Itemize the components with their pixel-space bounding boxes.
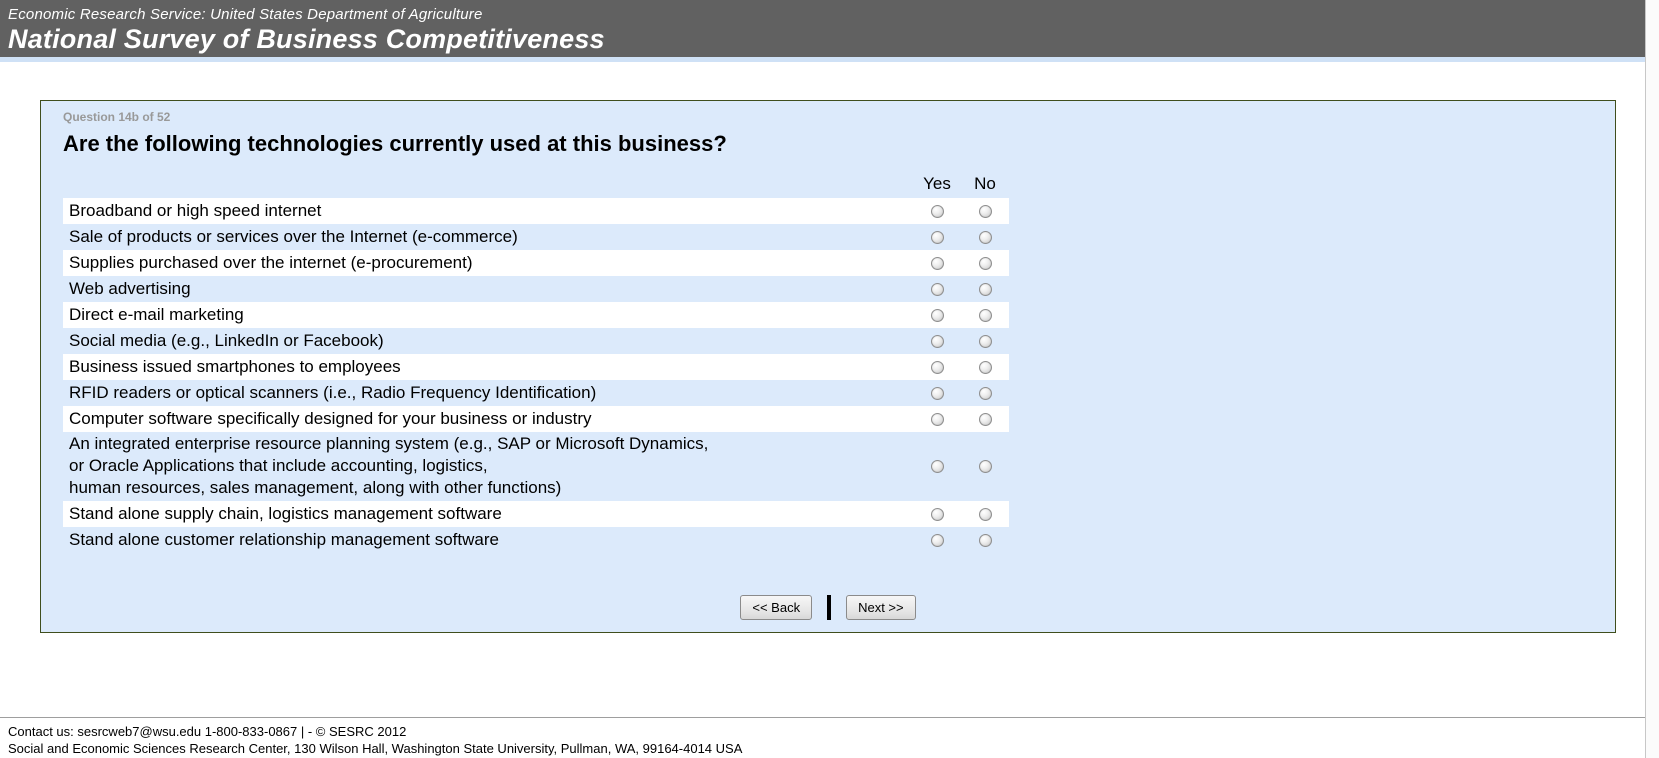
yes-radio-cell [913, 250, 961, 276]
no-radio[interactable] [978, 386, 992, 400]
technology-row: Sale of products or services over the In… [63, 224, 1009, 250]
no-radio-cell [961, 432, 1009, 501]
technology-label: Web advertising [69, 278, 191, 298]
technology-label: Supplies purchased over the internet (e-… [69, 252, 473, 272]
no-radio-cell [961, 380, 1009, 406]
yes-radio[interactable] [930, 282, 944, 296]
no-radio-cell [961, 501, 1009, 527]
question-title: Are the following technologies currently… [63, 131, 727, 156]
footer-contact-line: Contact us: sesrcweb7@wsu.edu 1-800-833-… [8, 724, 407, 739]
yes-radio[interactable] [930, 460, 944, 473]
yes-radio[interactable] [930, 386, 944, 400]
technology-label: Broadband or high speed internet [69, 200, 322, 220]
technology-row: Supplies purchased over the internet (e-… [63, 250, 1009, 276]
next-button[interactable]: Next >> [846, 595, 916, 620]
technology-row: Stand alone customer relationship manage… [63, 527, 1009, 553]
technology-row: Direct e-mail marketing [63, 302, 1009, 328]
scrollbar-gutter [1646, 0, 1659, 758]
no-radio[interactable] [978, 460, 992, 473]
technology-label: Stand alone customer relationship manage… [69, 529, 499, 549]
no-radio[interactable] [978, 507, 992, 521]
no-radio[interactable] [978, 533, 992, 547]
technology-row: Social media (e.g., LinkedIn or Facebook… [63, 328, 1009, 354]
yes-radio-cell [913, 276, 961, 302]
footer-address-line: Social and Economic Sciences Research Ce… [8, 741, 743, 756]
no-column-header: No [974, 173, 996, 193]
no-radio[interactable] [978, 412, 992, 426]
technology-table-body: Broadband or high speed internet Sale of… [63, 198, 1009, 553]
yes-radio-cell [913, 527, 961, 553]
no-radio[interactable] [978, 256, 992, 270]
yes-radio-cell [913, 380, 961, 406]
button-separator [827, 595, 832, 620]
survey-title: National Survey of Business Competitiven… [8, 24, 605, 54]
technology-table: Yes No Broadband or high speed internet … [63, 169, 1009, 553]
yes-radio-cell [913, 354, 961, 380]
no-radio-cell [961, 224, 1009, 250]
no-radio-cell [961, 406, 1009, 432]
yes-radio-cell [913, 224, 961, 250]
main-area: Question 14b of 52 Are the following tec… [0, 62, 1645, 717]
technology-label: An integrated enterprise resource planni… [69, 434, 709, 497]
no-radio-cell [961, 302, 1009, 328]
yes-radio[interactable] [930, 230, 944, 244]
no-radio[interactable] [978, 360, 992, 374]
technology-label: Social media (e.g., LinkedIn or Facebook… [69, 330, 384, 350]
header-accent-strip [0, 57, 1645, 62]
yes-radio[interactable] [930, 412, 944, 426]
technology-label: Direct e-mail marketing [69, 304, 244, 324]
yes-radio-cell [913, 501, 961, 527]
no-radio[interactable] [978, 204, 992, 218]
yes-column-header: Yes [923, 173, 951, 193]
no-radio-cell [961, 198, 1009, 224]
no-radio[interactable] [978, 230, 992, 244]
technology-label: Sale of products or services over the In… [69, 226, 518, 246]
yes-radio[interactable] [930, 507, 944, 521]
technology-label: Business issued smartphones to employees [69, 356, 401, 376]
no-radio-cell [961, 527, 1009, 553]
yes-radio[interactable] [930, 533, 944, 547]
technology-label: Stand alone supply chain, logistics mana… [69, 503, 502, 523]
no-radio[interactable] [978, 308, 992, 322]
question-box: Question 14b of 52 Are the following tec… [40, 100, 1616, 633]
technology-row: RFID readers or optical scanners (i.e., … [63, 380, 1009, 406]
technology-row: Business issued smartphones to employees [63, 354, 1009, 380]
yes-radio-cell [913, 198, 961, 224]
yes-radio[interactable] [930, 360, 944, 374]
technology-row: Stand alone supply chain, logistics mana… [63, 501, 1009, 527]
navigation-button-row: << Back Next >> [63, 595, 1593, 620]
technology-row: Web advertising [63, 276, 1009, 302]
site-header: Economic Research Service: United States… [0, 0, 1645, 57]
yes-radio[interactable] [930, 308, 944, 322]
yes-radio-cell [913, 406, 961, 432]
back-button[interactable]: << Back [740, 595, 813, 620]
yes-radio[interactable] [930, 334, 944, 348]
no-radio-cell [961, 354, 1009, 380]
technology-label: RFID readers or optical scanners (i.e., … [69, 382, 597, 402]
table-header-row: Yes No [63, 169, 1009, 198]
yes-radio-cell [913, 328, 961, 354]
yes-radio-cell [913, 432, 961, 501]
yes-radio-cell [913, 302, 961, 328]
no-radio-cell [961, 276, 1009, 302]
technology-label: Computer software specifically designed … [69, 408, 592, 428]
yes-radio[interactable] [930, 256, 944, 270]
technology-row: Computer software specifically designed … [63, 406, 1009, 432]
no-radio[interactable] [978, 282, 992, 296]
page-footer: Contact us: sesrcweb7@wsu.edu 1-800-833-… [0, 717, 1645, 758]
yes-radio[interactable] [930, 204, 944, 218]
agency-line: Economic Research Service: United States… [8, 6, 483, 23]
technology-row: Broadband or high speed internet [63, 198, 1009, 224]
technology-row: An integrated enterprise resource planni… [63, 432, 1009, 501]
no-radio-cell [961, 328, 1009, 354]
no-radio-cell [961, 250, 1009, 276]
no-radio[interactable] [978, 334, 992, 348]
question-progress: Question 14b of 52 [63, 110, 171, 124]
